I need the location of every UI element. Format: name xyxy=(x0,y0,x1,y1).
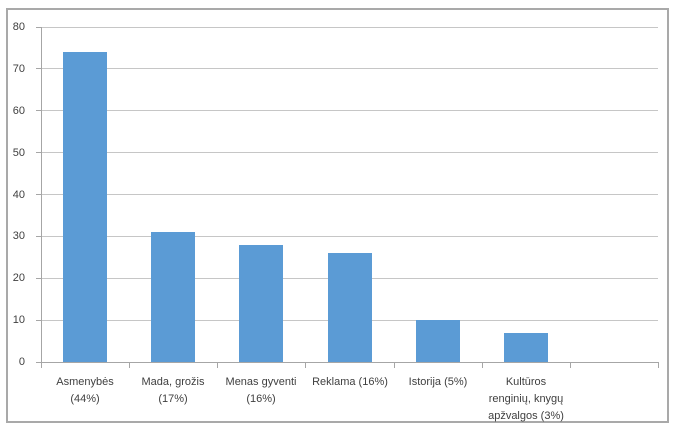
y-axis-tick xyxy=(36,319,41,321)
y-tick-label: 10 xyxy=(12,314,25,327)
bar xyxy=(504,332,548,362)
y-tick-label: 70 xyxy=(12,62,25,75)
y-axis-line xyxy=(41,27,42,363)
gridline xyxy=(41,194,658,195)
gridline xyxy=(41,110,658,112)
x-category-label: Asmenybės (44%) xyxy=(56,376,114,405)
x-axis-tick xyxy=(41,363,42,368)
y-tick-label: 60 xyxy=(12,104,25,117)
bar xyxy=(239,244,283,362)
x-axis-tick xyxy=(217,363,218,368)
bar xyxy=(63,52,107,362)
y-axis-tick xyxy=(36,26,41,28)
y-tick-label: 0 xyxy=(18,356,25,368)
y-axis-tick xyxy=(36,152,41,154)
x-axis-line xyxy=(41,362,659,363)
y-tick-label: 20 xyxy=(12,272,25,285)
x-axis-tick xyxy=(658,363,659,368)
y-axis-tick xyxy=(36,68,41,70)
x-category-label: Mada, grožis (17%) xyxy=(141,376,205,405)
y-tick-label: 80 xyxy=(12,21,25,33)
plot-area: 0 10 20 30 40 50 60 70 80 Asmenybės (44%) Mada, gr… xyxy=(13,21,659,422)
y-axis-tick xyxy=(36,277,41,279)
y-axis-tick xyxy=(36,110,41,112)
bar xyxy=(328,253,372,362)
x-axis-tick xyxy=(482,363,483,368)
x-category-label: Kultūros renginių, knygų apžvalgos (3%) xyxy=(488,376,564,422)
bar xyxy=(416,320,460,362)
y-tick-label: 50 xyxy=(12,146,25,159)
gridline xyxy=(41,235,658,237)
y-axis-tick xyxy=(36,194,41,195)
bar xyxy=(151,232,195,362)
gridline xyxy=(41,152,658,154)
y-axis-tick xyxy=(36,235,41,237)
x-category-label: Istorija (5%) xyxy=(408,376,468,388)
x-axis-tick xyxy=(570,363,571,368)
x-category-label: Menas gyventi (16%) xyxy=(225,376,297,405)
y-axis-tick xyxy=(36,361,41,363)
x-axis-tick xyxy=(394,363,395,368)
y-tick-label: 40 xyxy=(12,188,25,201)
y-tick-label: 30 xyxy=(12,230,25,243)
x-axis-tick xyxy=(129,363,130,368)
gridline xyxy=(41,26,658,28)
x-axis-tick xyxy=(305,363,306,368)
x-category-label: Reklama (16%) xyxy=(312,376,388,388)
gridline xyxy=(41,68,658,70)
